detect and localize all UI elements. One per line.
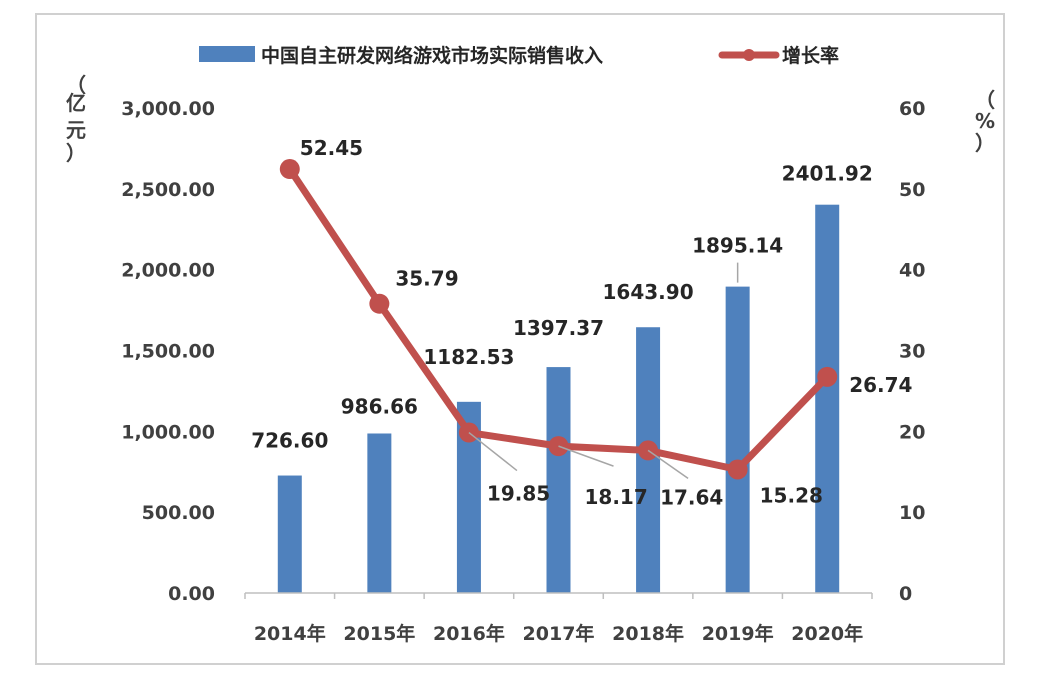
y-left-tick-label: 500.00 (142, 502, 215, 524)
line-label-leader-line (647, 449, 689, 480)
y-right-unit-char: （ (975, 88, 995, 112)
legend-line-label: 增长率 (782, 44, 839, 67)
bar-2015年 (367, 433, 392, 593)
y-right-tick-label: 20 (899, 421, 925, 443)
y-left-tick-label: 0.00 (168, 583, 215, 605)
bar-value-label: 1895.14 (692, 234, 783, 258)
y-right-tick-label: 10 (899, 502, 925, 524)
y-right-tick-label: 50 (899, 179, 925, 201)
y-right-tick-label: 40 (899, 260, 925, 282)
line-value-label: 18.17 (585, 485, 648, 509)
bar-value-label: 726.60 (251, 429, 328, 453)
line-label-leader-line (558, 445, 614, 467)
x-tick-label: 2018年 (612, 622, 684, 645)
legend-line-marker (743, 49, 755, 61)
bar-2017年 (546, 367, 571, 593)
y-left-tick-label: 3,000.00 (121, 98, 215, 120)
legend-bar-swatch (199, 46, 255, 62)
bar-2014年 (277, 475, 302, 593)
legend-bar-label: 中国自主研发网络游戏市场实际销售收入 (261, 44, 603, 67)
bar-value-label: 1643.90 (603, 280, 694, 304)
x-tick-label: 2016年 (433, 622, 505, 645)
line-value-label: 17.64 (660, 485, 723, 509)
x-tick-label: 2019年 (702, 622, 774, 645)
line-value-label: 26.74 (849, 373, 912, 397)
y-left-tick-label: 1,000.00 (121, 421, 215, 443)
y-left-unit-char: ） (66, 141, 86, 165)
bar-2020年 (815, 204, 840, 593)
y-left-unit-char: （ (66, 73, 86, 97)
bar-value-label: 1182.53 (423, 345, 514, 369)
x-tick-label: 2017年 (523, 622, 595, 645)
y-right-unit-char: % (975, 109, 995, 133)
y-right-tick-label: 60 (899, 98, 925, 120)
y-right-tick-label: 30 (899, 341, 925, 363)
x-tick-label: 2014年 (254, 622, 326, 645)
chart-frame (35, 13, 1005, 665)
line-value-label: 19.85 (487, 482, 550, 506)
line-value-label: 35.79 (395, 267, 458, 291)
line-value-label: 52.45 (300, 136, 363, 160)
growth-rate-point-2014年 (279, 159, 300, 180)
y-left-tick-label: 2,000.00 (121, 260, 215, 282)
y-left-tick-label: 1,500.00 (121, 341, 215, 363)
bar-2019年 (725, 286, 750, 593)
growth-rate-point-2015年 (369, 293, 390, 314)
x-tick-label: 2015年 (343, 622, 415, 645)
y-right-unit-char: ） (975, 131, 995, 155)
y-left-unit-char: 亿 (66, 91, 86, 115)
bar-value-label: 2401.92 (782, 162, 873, 186)
x-tick-label: 2020年 (791, 622, 863, 645)
line-label-leader-line (468, 431, 518, 472)
y-left-unit-char: 元 (66, 118, 86, 142)
bar-value-label: 1397.37 (513, 316, 604, 340)
line-value-label: 15.28 (760, 483, 823, 507)
bar-value-label: 986.66 (341, 394, 418, 418)
growth-rate-point-2020年 (817, 366, 838, 387)
y-right-tick-label: 0 (899, 583, 912, 605)
y-left-tick-label: 2,500.00 (121, 179, 215, 201)
growth-rate-point-2019年 (727, 459, 748, 480)
